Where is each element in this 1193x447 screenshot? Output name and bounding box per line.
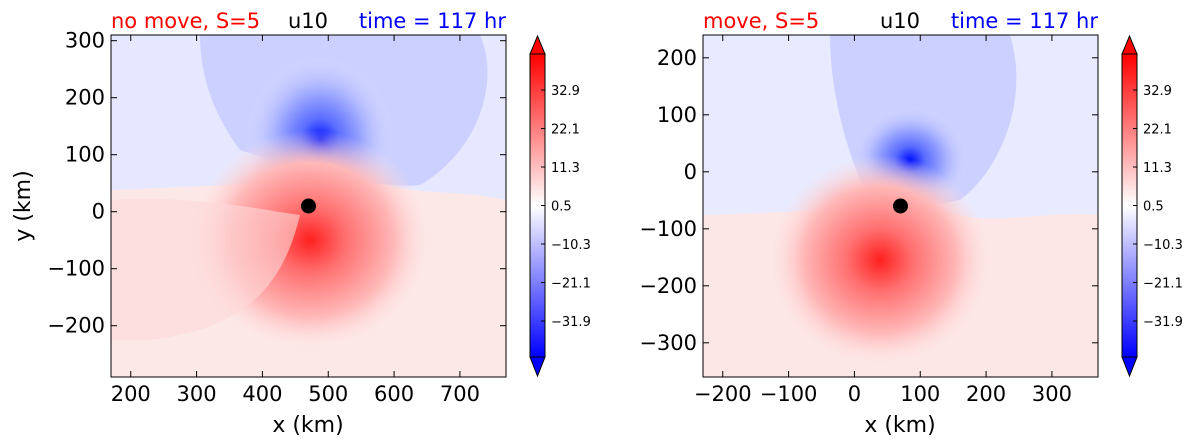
left-xtick-label: 400 xyxy=(242,382,282,406)
left-colorbar-tick-label: −31.9 xyxy=(551,315,591,330)
left-title-left: no move, S=5 xyxy=(111,9,260,33)
right-ytick-label: −300 xyxy=(639,331,697,355)
right-title-right: time = 117 hr xyxy=(951,9,1098,33)
right-colorbar-tick-label: −31.9 xyxy=(1143,315,1183,330)
right-colorbar: 32.9 22.1 11.3 0.5 −10.3 −21.1 −31.9 xyxy=(1121,34,1183,378)
left-colorbar: 32.9 22.1 11.3 0.5 −10.3 −21.1 −31.9 xyxy=(529,34,591,378)
left-colorbar-tick-label: 32.9 xyxy=(551,84,580,99)
right-colorbar-tick-label: −21.1 xyxy=(1143,276,1183,291)
left-ytick-label: 300 xyxy=(65,29,105,53)
right-colorbar-tick-label: 22.1 xyxy=(1143,123,1172,138)
left-colorbar-tick-label: 22.1 xyxy=(551,123,580,138)
left-colorbar-min-extend xyxy=(529,356,546,378)
left-colorbar-max-extend xyxy=(529,34,546,55)
right-plot-frame xyxy=(702,34,1099,378)
right-title-center: u10 xyxy=(880,9,920,33)
right-xtick-label: 0 xyxy=(848,382,861,406)
left-ytick-label: 0 xyxy=(92,200,105,224)
right-colorbar-max-extend xyxy=(1121,34,1138,55)
left-ytick-label: −100 xyxy=(47,257,105,281)
right-ytick-label: −200 xyxy=(639,274,697,298)
right-xtick-label: 100 xyxy=(900,382,940,406)
right-axes-ticks: −200 −100 0 100 200 300 200 100 0 −100 −200 −300 xyxy=(639,35,1098,406)
right-ytick-label: 100 xyxy=(657,103,697,127)
left-ytick-label: 100 xyxy=(65,143,105,167)
left-colorbar-tick-label: 0.5 xyxy=(551,200,572,215)
right-center-marker xyxy=(893,198,908,214)
right-xtick-label: 200 xyxy=(966,382,1006,406)
right-ytick-label: 0 xyxy=(684,160,697,184)
left-axes-ticks: 200 300 400 500 600 700 300 200 100 0 −100 −200 xyxy=(47,29,506,406)
right-title-left: move, S=5 xyxy=(703,9,819,33)
right-xtick-label: −100 xyxy=(760,382,818,406)
left-colorbar-ticks: 32.9 22.1 11.3 0.5 −10.3 −21.1 −31.9 xyxy=(541,84,591,330)
panel-left: 200 300 400 500 600 700 300 200 100 0 −100 −200 no … xyxy=(11,9,507,438)
right-ytick-label: −100 xyxy=(639,217,697,241)
left-xtick-label: 700 xyxy=(440,382,480,406)
right-colorbar-ticks: 32.9 22.1 11.3 0.5 −10.3 −21.1 −31.9 xyxy=(1133,84,1183,330)
right-xtick-label: 300 xyxy=(1032,382,1072,406)
right-colorbar-tick-label: −10.3 xyxy=(1143,238,1183,253)
right-ytick-label: 200 xyxy=(657,46,697,70)
left-center-marker xyxy=(301,198,316,214)
right-colorbar-min-extend xyxy=(1121,356,1138,378)
left-ylabel: y (km) xyxy=(11,170,36,241)
left-xlabel: x (km) xyxy=(272,413,343,438)
right-colorbar-tick-label: 0.5 xyxy=(1143,200,1164,215)
left-colorbar-tick-label: −10.3 xyxy=(551,238,591,253)
left-title-right: time = 117 hr xyxy=(359,9,506,33)
left-title-center: u10 xyxy=(288,9,328,33)
left-xtick-label: 600 xyxy=(374,382,414,406)
left-plot-frame xyxy=(110,34,507,378)
right-colorbar-tick-label: 32.9 xyxy=(1143,84,1172,99)
left-colorbar-tick-label: 11.3 xyxy=(551,161,580,176)
left-colorbar-tick-label: −21.1 xyxy=(551,276,591,291)
right-xtick-label: −200 xyxy=(694,382,752,406)
right-xlabel: x (km) xyxy=(864,413,935,438)
left-xtick-label: 500 xyxy=(308,382,348,406)
left-heatmap-field xyxy=(111,35,506,377)
right-heatmap-field xyxy=(703,35,1098,377)
panel-right: −200 −100 0 100 200 300 200 100 0 −100 −200 −300 mo… xyxy=(639,9,1099,438)
right-colorbar-tick-label: 11.3 xyxy=(1143,161,1172,176)
left-xtick-label: 200 xyxy=(111,382,151,406)
left-xtick-label: 300 xyxy=(177,382,217,406)
left-ytick-label: 200 xyxy=(65,86,105,110)
left-ytick-label: −200 xyxy=(47,314,105,338)
